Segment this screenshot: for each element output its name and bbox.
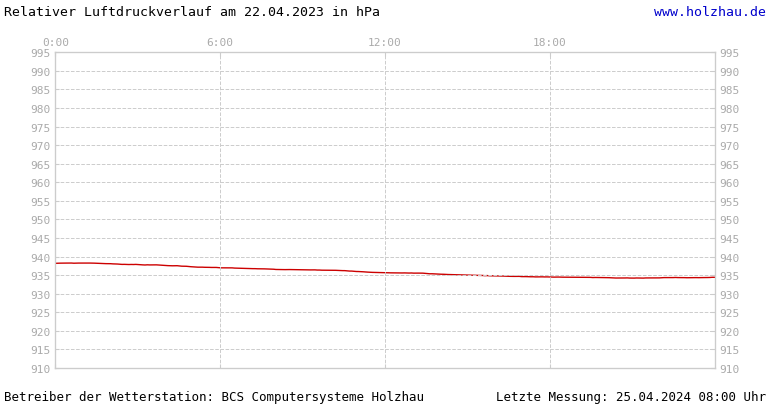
Text: Betreiber der Wetterstation: BCS Computersysteme Holzhau: Betreiber der Wetterstation: BCS Compute… (4, 390, 424, 403)
Text: Relativer Luftdruckverlauf am 22.04.2023 in hPa: Relativer Luftdruckverlauf am 22.04.2023… (4, 6, 380, 19)
Text: Letzte Messung: 25.04.2024 08:00 Uhr: Letzte Messung: 25.04.2024 08:00 Uhr (496, 390, 766, 403)
Text: www.holzhau.de: www.holzhau.de (654, 6, 766, 19)
